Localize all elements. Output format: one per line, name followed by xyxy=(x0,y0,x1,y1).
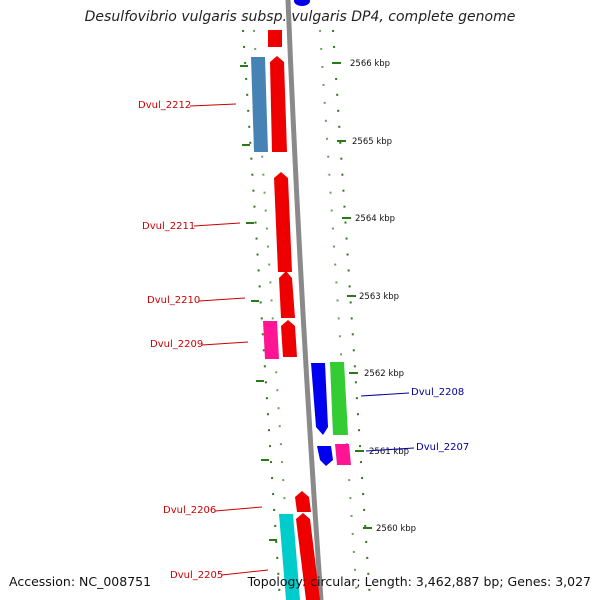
gene-dvul-2212-red xyxy=(270,56,287,152)
leader-dvul-2210 xyxy=(198,297,246,302)
feature-top-blue xyxy=(294,0,310,6)
gene-dvul-2207-pink xyxy=(335,444,351,465)
tick-label-2560: 2560 kbp xyxy=(376,524,416,534)
right-outer-ring xyxy=(332,29,371,600)
forward-other-genes xyxy=(251,57,300,600)
leader-dvul-2211 xyxy=(193,222,241,227)
right-inner-ring xyxy=(319,29,358,600)
genome-summary-text: Topology: circular; Length: 3,462,887 bp… xyxy=(247,574,591,589)
label-dvul-2205: Dvul_2205 xyxy=(170,570,223,581)
leader-dvul-2212 xyxy=(189,103,237,107)
tick-label-2562: 2562 kbp xyxy=(364,369,404,379)
gene-dvul-2208-blue xyxy=(311,363,328,435)
gene-top-red xyxy=(268,30,282,47)
gene-dvul-2208-green xyxy=(330,362,348,435)
label-dvul-2208: Dvul_2208 xyxy=(411,387,464,398)
label-dvul-2209: Dvul_2209 xyxy=(150,339,203,350)
accession-text: Accession: NC_008751 xyxy=(9,574,152,589)
map-title: Desulfovibrio vulgaris subsp. vulgaris D… xyxy=(84,9,516,25)
gene-dvul-2209-pink xyxy=(263,321,279,359)
label-dvul-2210: Dvul_2210 xyxy=(147,295,200,306)
right-gene-labels: Dvul_2208 Dvul_2207 xyxy=(360,387,469,453)
label-dvul-2212: Dvul_2212 xyxy=(138,100,191,111)
gene-dvul-2207-blue xyxy=(317,446,333,466)
label-dvul-2211: Dvul_2211 xyxy=(142,221,195,232)
gene-dvul-2212-blue xyxy=(251,57,268,152)
leader-dvul-2205 xyxy=(221,569,269,576)
leader-dvul-2206 xyxy=(214,506,263,512)
scale-tick-labels: 2566 kbp 2565 kbp 2564 kbp 2563 kbp 2562… xyxy=(350,59,416,534)
gene-dvul-2210 xyxy=(279,271,295,318)
tick-label-2564: 2564 kbp xyxy=(355,214,395,224)
left-gene-labels: Dvul_2212 Dvul_2211 Dvul_2210 Dvul_2209 … xyxy=(138,100,269,581)
tick-label-2563: 2563 kbp xyxy=(359,292,399,302)
genome-backbone xyxy=(285,0,324,600)
label-dvul-2206: Dvul_2206 xyxy=(163,505,216,516)
reverse-strand-genes xyxy=(311,362,351,466)
scale-ticks xyxy=(240,62,372,541)
leader-dvul-2207 xyxy=(365,447,415,452)
gene-dvul-2209-red xyxy=(281,320,297,357)
gene-dvul-2211 xyxy=(274,172,292,272)
gene-dvul-2206 xyxy=(295,491,311,512)
gene-dvul-2205-cyan xyxy=(279,514,300,600)
tick-label-2565: 2565 kbp xyxy=(352,137,392,147)
forward-strand-genes xyxy=(268,30,320,600)
tick-label-2561: 2561 kbp xyxy=(369,447,409,457)
label-dvul-2207: Dvul_2207 xyxy=(416,442,469,453)
leader-dvul-2209 xyxy=(201,341,249,346)
gene-dvul-2205-red xyxy=(296,513,320,600)
tick-label-2566: 2566 kbp xyxy=(350,59,390,69)
leader-dvul-2208 xyxy=(360,392,410,397)
